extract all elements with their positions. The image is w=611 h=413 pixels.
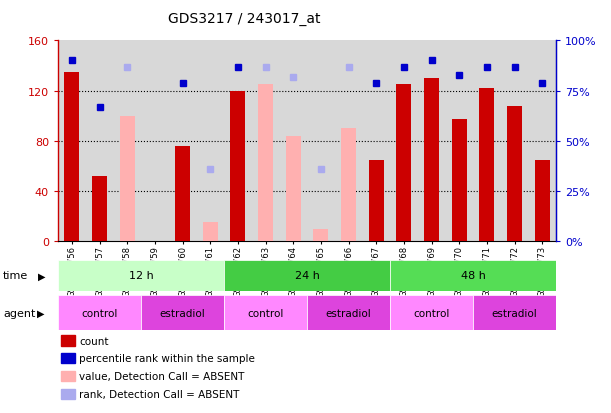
Bar: [141, 295, 224, 330]
Bar: [390, 260, 556, 291]
Text: value, Detection Call = ABSENT: value, Detection Call = ABSENT: [79, 371, 245, 381]
Text: agent: agent: [3, 308, 35, 318]
Text: GDS3217 / 243017_at: GDS3217 / 243017_at: [168, 12, 321, 26]
Bar: [452, 120, 467, 242]
Text: rank, Detection Call = ABSENT: rank, Detection Call = ABSENT: [79, 389, 240, 399]
Text: percentile rank within the sample: percentile rank within the sample: [79, 354, 255, 363]
Bar: [473, 41, 500, 242]
Bar: [418, 41, 445, 242]
Bar: [58, 260, 224, 291]
Bar: [58, 295, 141, 330]
Text: control: control: [247, 308, 284, 318]
Bar: [169, 41, 196, 242]
Text: 48 h: 48 h: [461, 271, 486, 281]
Text: estradiol: estradiol: [326, 308, 371, 318]
Bar: [203, 223, 218, 242]
Bar: [529, 41, 556, 242]
Bar: [120, 116, 135, 242]
Text: estradiol: estradiol: [492, 308, 538, 318]
Bar: [313, 229, 329, 242]
Bar: [252, 41, 279, 242]
Text: control: control: [81, 308, 118, 318]
Bar: [258, 85, 273, 242]
Bar: [58, 41, 86, 242]
Bar: [307, 41, 335, 242]
Text: control: control: [413, 308, 450, 318]
Text: time: time: [3, 271, 28, 281]
Bar: [224, 295, 307, 330]
Bar: [141, 41, 169, 242]
Bar: [390, 41, 418, 242]
Bar: [535, 160, 550, 242]
Bar: [86, 41, 114, 242]
Bar: [92, 176, 107, 242]
Bar: [445, 41, 473, 242]
Text: count: count: [79, 336, 109, 346]
Bar: [424, 79, 439, 242]
Bar: [341, 129, 356, 242]
Bar: [64, 73, 79, 242]
Bar: [335, 41, 362, 242]
Text: 24 h: 24 h: [295, 271, 320, 281]
Text: estradiol: estradiol: [159, 308, 205, 318]
Bar: [307, 295, 390, 330]
Bar: [279, 41, 307, 242]
Text: ▶: ▶: [38, 271, 45, 281]
Bar: [196, 41, 224, 242]
Text: 12 h: 12 h: [129, 271, 153, 281]
Bar: [507, 107, 522, 242]
Bar: [114, 41, 141, 242]
Bar: [230, 91, 246, 242]
Bar: [473, 295, 556, 330]
Bar: [500, 41, 529, 242]
Bar: [224, 41, 252, 242]
Text: ▶: ▶: [37, 308, 44, 318]
Bar: [368, 160, 384, 242]
Bar: [285, 136, 301, 242]
Bar: [175, 147, 190, 242]
Bar: [479, 89, 494, 242]
Bar: [362, 41, 390, 242]
Bar: [397, 85, 411, 242]
Bar: [390, 295, 473, 330]
Bar: [224, 260, 390, 291]
